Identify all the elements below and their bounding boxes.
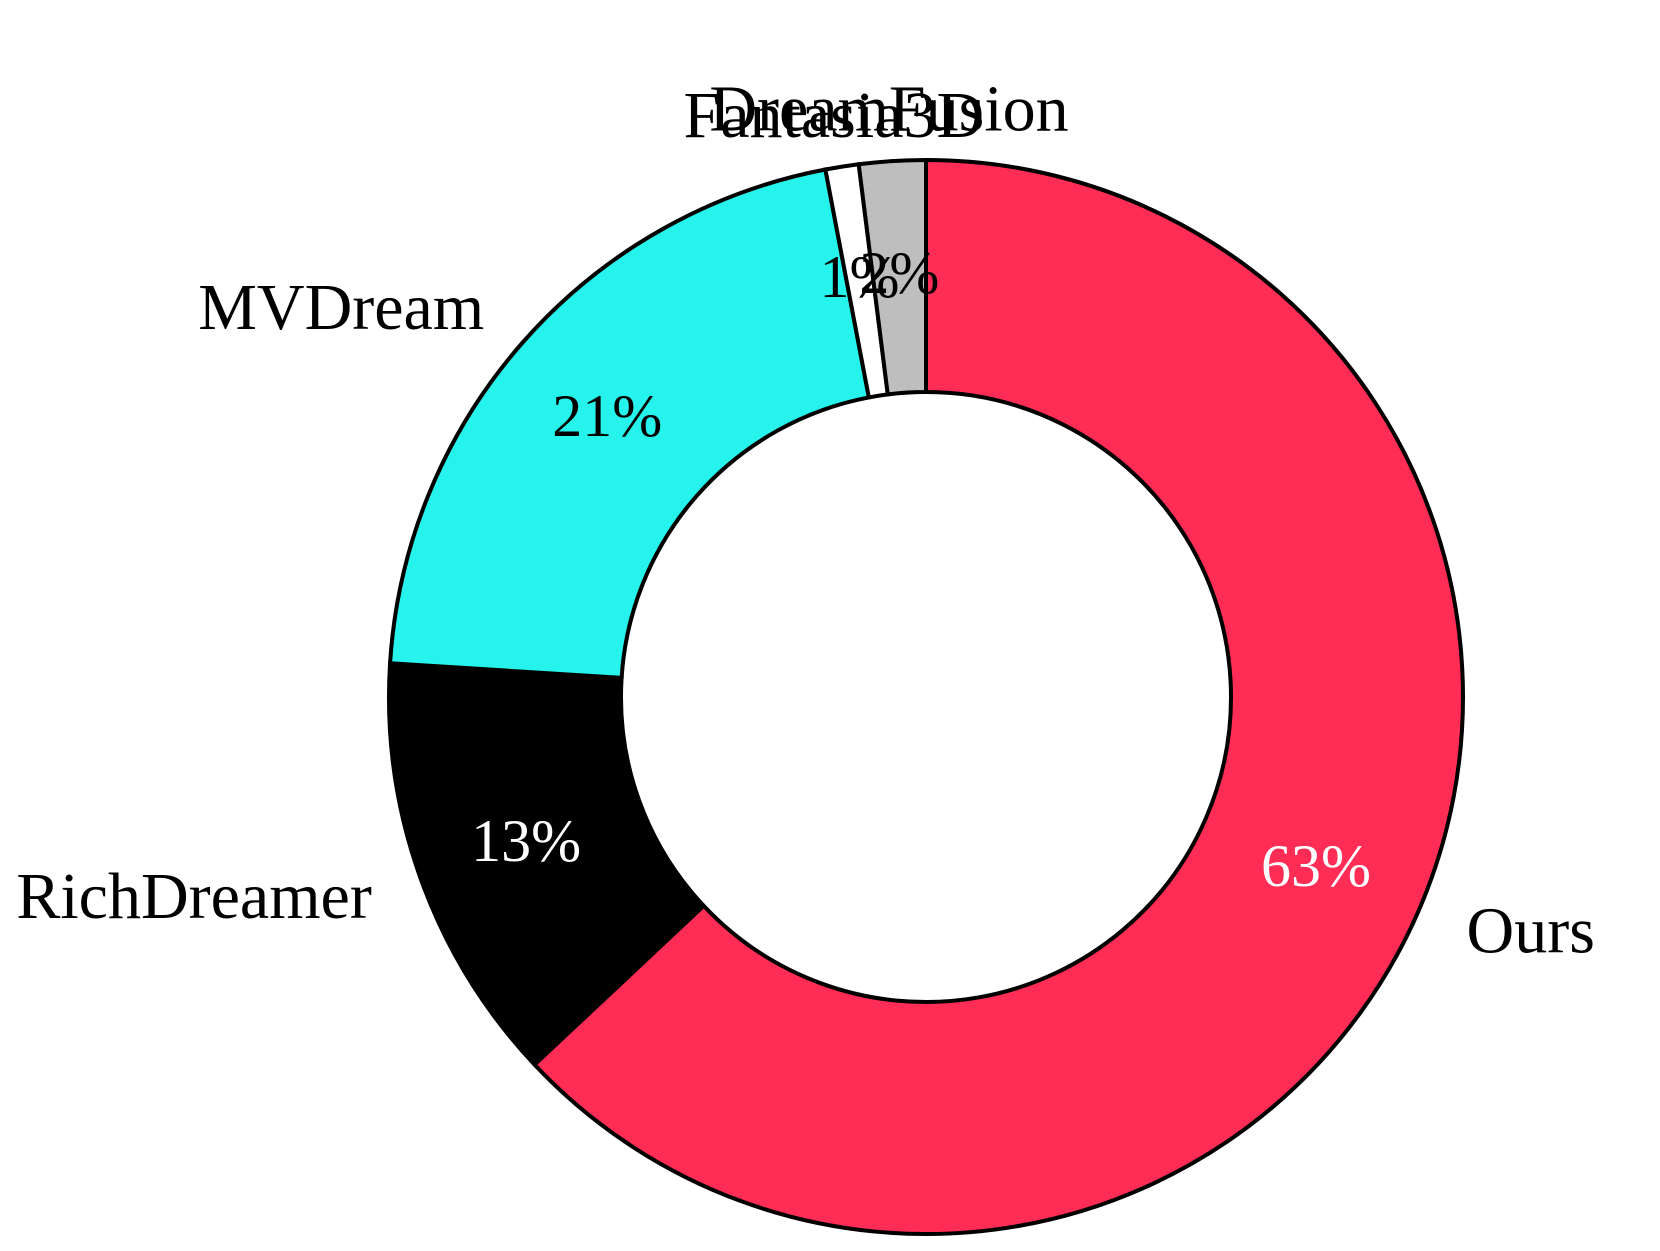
percent-label-fantasia3d: 1% [820,244,900,310]
category-labels-layer: Ours RichDreamer MVDream Fantasia3DDreamFus… [16,73,1595,968]
category-label-mvdream: MVDream [198,271,484,344]
percent-label-ours: 63% [1261,833,1371,899]
percent-label-dreamfusion: 2% [859,240,939,306]
slices-layer [387,157,1466,1236]
category-label-fantasia3d: Fantasia3D [684,79,985,152]
category-label-dreamfusion: DreamFusion [709,73,1068,146]
category-label-richdreamer: RichDreamer [16,860,372,933]
percent-labels-layer: 63% 13% 21% 1%2% [471,240,1371,899]
slice-mvdream [387,167,872,680]
slice-ours [531,157,1466,1236]
slice-richdreamer [387,661,707,1068]
category-label-ours: Ours [1467,894,1595,967]
percent-label-mvdream: 21% [552,383,662,449]
percent-label-richdreamer: 13% [471,808,581,874]
slice-dreamfusion [856,157,928,397]
